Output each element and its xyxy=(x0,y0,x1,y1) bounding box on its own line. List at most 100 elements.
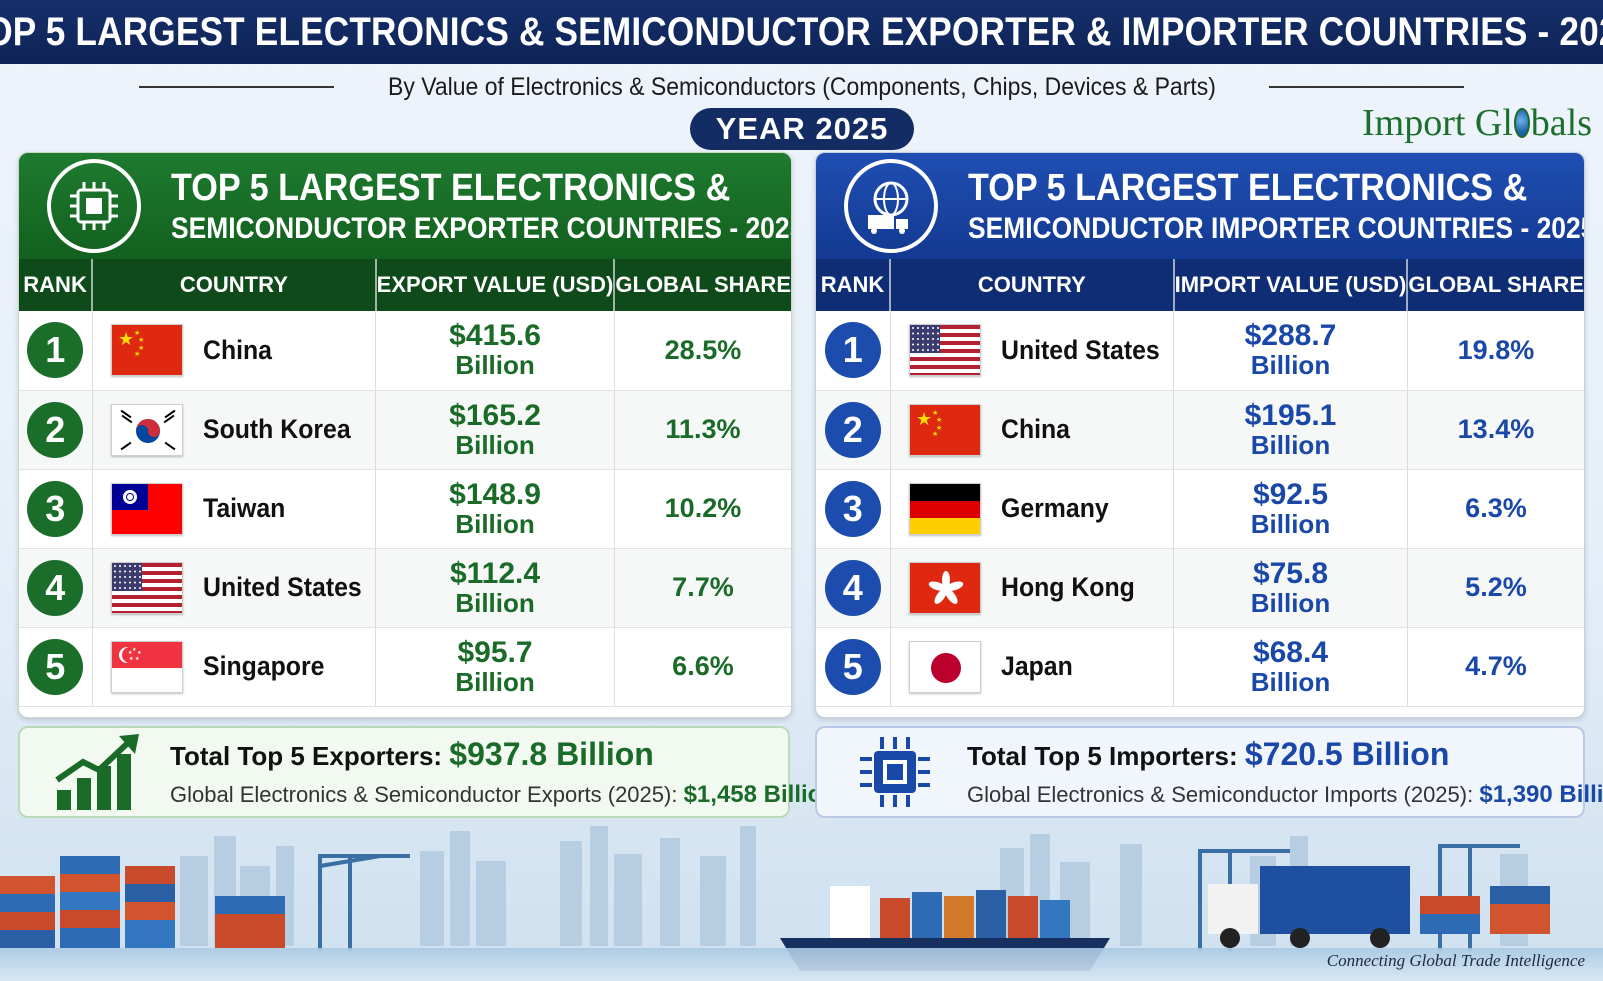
value-cell: $165.2 Billion xyxy=(375,390,615,470)
svg-text:★: ★ xyxy=(137,650,142,656)
usa-flag-icon xyxy=(908,324,981,377)
trade-value: $112.4 xyxy=(449,556,541,590)
svg-text:★: ★ xyxy=(128,650,133,656)
country-cell: Germany xyxy=(890,469,1175,549)
share-cell: 6.3% xyxy=(1407,469,1584,549)
country-cell: ★ ★ ★ ★ ★ China xyxy=(92,311,377,391)
trade-value-unit: Billion xyxy=(455,350,535,381)
chip-icon xyxy=(47,159,141,253)
rank-cell: 1 xyxy=(19,311,93,391)
exporters-total-value: $937.8 Billion xyxy=(449,735,654,772)
country-cell: Japan xyxy=(890,627,1175,707)
svg-text:★: ★ xyxy=(932,430,938,438)
rank-cell: 3 xyxy=(19,469,93,549)
trade-value-unit: Billion xyxy=(455,508,535,539)
exporters-heading-line2: SEMICONDUCTOR EXPORTER COUNTRIES - 2025 xyxy=(171,211,792,245)
country-cell: United States xyxy=(92,548,377,628)
importers-heading-line1: TOP 5 LARGEST ELECTRONICS & xyxy=(968,166,1528,209)
trade-value: $75.8 xyxy=(1252,556,1329,590)
col-rank: RANK xyxy=(816,259,892,311)
share-cell: 19.8% xyxy=(1407,311,1584,391)
rank-cell: 5 xyxy=(816,627,891,707)
south-korea-flag-icon xyxy=(110,403,183,456)
svg-text:★: ★ xyxy=(134,350,140,358)
growth-chart-icon xyxy=(48,732,148,812)
table-row: 1 United States $288.7 Billion 19.8% xyxy=(816,311,1584,391)
svg-text:★: ★ xyxy=(916,409,932,429)
svg-text:★: ★ xyxy=(135,656,140,662)
share-cell: 13.4% xyxy=(1407,390,1584,470)
exporters-global-label: Global Electronics & Semiconductor Expor… xyxy=(170,781,678,807)
importers-total-value: $720.5 Billion xyxy=(1244,735,1450,772)
trade-value-unit: Billion xyxy=(1250,350,1331,381)
table-row: 2 ★ ★ ★ ★ ★ China $195.1 Billion 13.4% xyxy=(816,390,1584,470)
global-share-value: 19.8% xyxy=(1457,334,1535,365)
importers-panel: TOP 5 LARGEST ELECTRONICS & SEMICONDUCTO… xyxy=(815,152,1585,718)
rank-badge: 5 xyxy=(824,638,881,695)
rank-badge: 1 xyxy=(824,322,881,379)
importers-header: TOP 5 LARGEST ELECTRONICS & SEMICONDUCTO… xyxy=(816,153,1584,259)
share-cell: 11.3% xyxy=(614,390,791,470)
global-share-value: 28.5% xyxy=(664,334,742,365)
table-row: 5 ★ ★ ★ ★ ★ Singapore $95.7 Billion 6.6% xyxy=(19,627,791,707)
trade-value-unit: Billion xyxy=(1250,666,1331,697)
importers-table: RANK COUNTRY IMPORT VALUE (USD) GLOBAL S… xyxy=(816,259,1584,707)
importers-global-label: Global Electronics & Semiconductor Impor… xyxy=(967,781,1474,807)
svg-text:★: ★ xyxy=(129,656,134,662)
exporters-total-label: Total Top 5 Exporters: xyxy=(170,740,443,771)
rank-cell: 4 xyxy=(19,548,93,628)
importers-total-label: Total Top 5 Importers: xyxy=(967,740,1238,771)
col-rank: RANK xyxy=(19,259,94,311)
rank-cell: 4 xyxy=(816,548,891,628)
rank-badge: 2 xyxy=(824,401,881,458)
svg-text:★: ★ xyxy=(138,336,144,344)
trade-value: $165.2 xyxy=(449,398,541,432)
country-name: Hong Kong xyxy=(1000,572,1135,602)
value-cell: $95.7 Billion xyxy=(375,627,615,707)
taiwan-flag-icon xyxy=(110,482,183,535)
germany-flag-icon xyxy=(908,482,981,535)
rank-badge: 4 xyxy=(27,559,84,616)
exporters-table: RANK COUNTRY EXPORT VALUE (USD) GLOBAL S… xyxy=(19,259,791,707)
share-cell: 10.2% xyxy=(614,469,791,549)
table-row: 2 South Korea $165.2 Billion 11.3% xyxy=(19,390,791,470)
usa-flag-icon xyxy=(110,561,183,614)
global-share-value: 6.3% xyxy=(1465,493,1527,523)
exporters-global-value: $1,458 Billion xyxy=(683,780,837,808)
svg-text:★: ★ xyxy=(118,329,134,349)
trade-value-unit: Billion xyxy=(455,666,535,697)
country-name: Taiwan xyxy=(202,493,285,523)
global-share-value: 5.2% xyxy=(1465,572,1527,602)
hong-kong-flag-icon xyxy=(908,561,981,614)
country-cell: ★ ★ ★ ★ ★ China xyxy=(890,390,1175,470)
trade-value-unit: Billion xyxy=(455,587,535,618)
svg-text:★: ★ xyxy=(936,416,942,424)
rank-cell: 3 xyxy=(816,469,891,549)
country-name: South Korea xyxy=(202,414,351,444)
divider-right xyxy=(1269,86,1465,88)
table-row: 5 Japan $68.4 Billion 4.7% xyxy=(816,627,1584,707)
global-share-value: 4.7% xyxy=(1465,651,1527,681)
china-flag-icon: ★ ★ ★ ★ ★ xyxy=(908,403,981,456)
svg-text:★: ★ xyxy=(936,424,942,432)
port-skyline-illustration: Connecting Global Trade Intelligence xyxy=(0,826,1603,981)
value-cell: $288.7 Billion xyxy=(1173,311,1408,391)
global-share-value: 11.3% xyxy=(665,414,741,444)
divider-left xyxy=(138,86,334,88)
share-cell: 6.6% xyxy=(614,627,791,707)
trade-value-unit: Billion xyxy=(1250,508,1331,539)
exporters-heading-line1: TOP 5 LARGEST ELECTRONICS & xyxy=(171,166,731,209)
footer-tagline: Connecting Global Trade Intelligence xyxy=(1326,951,1585,970)
global-share-value: 7.7% xyxy=(672,572,734,602)
col-global-share: GLOBAL SHARE xyxy=(1407,259,1584,311)
exporters-panel: TOP 5 LARGEST ELECTRONICS & SEMICONDUCTO… xyxy=(18,152,792,718)
country-name: Singapore xyxy=(202,651,325,681)
rank-badge: 2 xyxy=(27,401,84,458)
page-title: TOP 5 LARGEST ELECTRONICS & SEMICONDUCTO… xyxy=(0,9,1603,54)
share-cell: 4.7% xyxy=(1407,627,1584,707)
title-bar: TOP 5 LARGEST ELECTRONICS & SEMICONDUCTO… xyxy=(0,0,1603,64)
country-cell: Taiwan xyxy=(92,469,377,549)
svg-text:★: ★ xyxy=(138,344,144,352)
brand-text-left: Import Gl xyxy=(1362,102,1513,144)
country-name: China xyxy=(202,334,272,365)
